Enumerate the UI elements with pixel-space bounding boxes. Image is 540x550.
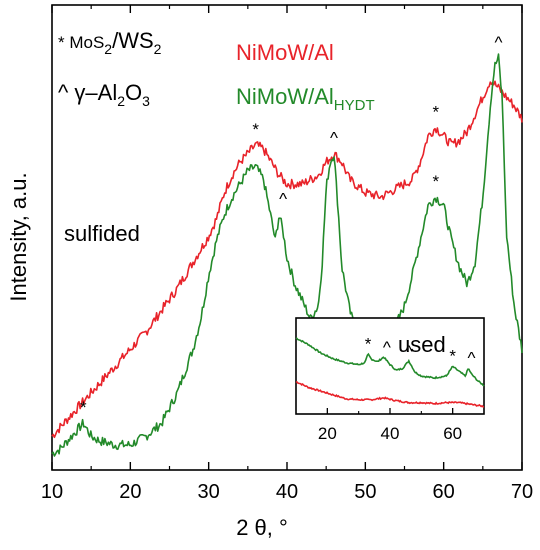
inset-series-line-green bbox=[295, 337, 485, 387]
main-series-group bbox=[51, 53, 523, 457]
legend-mos2: * MoS2/WS2 bbox=[58, 28, 162, 57]
x-tick-label: 10 bbox=[41, 481, 63, 503]
peak-marker: * bbox=[80, 398, 87, 417]
legend-mos2-ws: /WS bbox=[112, 28, 154, 53]
legend-mos2-star: * MoS bbox=[58, 33, 104, 52]
peak-marker: ^ bbox=[279, 189, 287, 208]
legend-al2o3-a: ^ γ–Al bbox=[58, 80, 117, 105]
peak-marker: ^ bbox=[330, 129, 338, 148]
x-tick-label: 40 bbox=[276, 481, 298, 503]
peak-marker: * bbox=[433, 172, 440, 191]
inset-series-group bbox=[295, 337, 485, 408]
inset-peak-marker: * bbox=[449, 347, 456, 366]
series-line-red bbox=[51, 80, 523, 439]
inset-tick-label: 40 bbox=[381, 424, 400, 443]
legend-al2o3-sub: 2 bbox=[117, 93, 125, 109]
inset-markers-group: * ^ ^ * ^ bbox=[365, 334, 476, 367]
peak-marker: * bbox=[252, 120, 259, 139]
legend-mos2-sub2: 2 bbox=[154, 41, 162, 57]
peak-marker: * bbox=[433, 102, 440, 121]
legend-mos2-sub: 2 bbox=[104, 41, 112, 57]
peak-marker: ^ bbox=[495, 33, 503, 52]
inset-series-line-red bbox=[295, 380, 485, 408]
x-axis-ticks bbox=[51, 5, 523, 470]
main-markers-group: * * ^ ^ * * ^ bbox=[80, 33, 502, 417]
x-tick-label: 20 bbox=[119, 481, 141, 503]
legend-al2o3-sub2: 3 bbox=[142, 93, 150, 109]
x-axis-tick-labels: 10 20 30 40 50 60 70 bbox=[41, 481, 533, 503]
inset-used-label: used bbox=[398, 332, 446, 357]
inset-tick-label: 20 bbox=[318, 424, 337, 443]
inset-tick-label: 60 bbox=[443, 424, 462, 443]
legend-green-main: NiMoW/Al bbox=[236, 84, 334, 109]
inset-peak-marker: ^ bbox=[383, 338, 391, 357]
series-line-green bbox=[51, 53, 523, 457]
x-tick-label: 60 bbox=[433, 481, 455, 503]
inset-peak-marker: ^ bbox=[467, 349, 475, 368]
legend-green-series: NiMoW/AlHYDT bbox=[236, 84, 375, 114]
legend-al2o3-b: O bbox=[125, 80, 142, 105]
legend-red-series: NiMoW/Al bbox=[236, 40, 334, 65]
x-axis-title: 2 θ, ° bbox=[236, 515, 288, 540]
inset-peak-marker: ^ bbox=[405, 342, 413, 361]
y-axis-title: Intensity, a.u. bbox=[6, 172, 31, 301]
legend-al2o3: ^ γ–Al2O3 bbox=[58, 80, 150, 109]
inset-tick-labels: 20 40 60 bbox=[318, 424, 462, 443]
x-tick-label: 30 bbox=[198, 481, 220, 503]
sulfided-label: sulfided bbox=[64, 221, 140, 246]
inset-axis-ticks bbox=[326, 408, 454, 414]
x-tick-label: 70 bbox=[511, 481, 533, 503]
inset-peak-marker: * bbox=[365, 334, 372, 353]
legend-green-sub: HYDT bbox=[334, 97, 375, 114]
x-tick-label: 50 bbox=[354, 481, 376, 503]
